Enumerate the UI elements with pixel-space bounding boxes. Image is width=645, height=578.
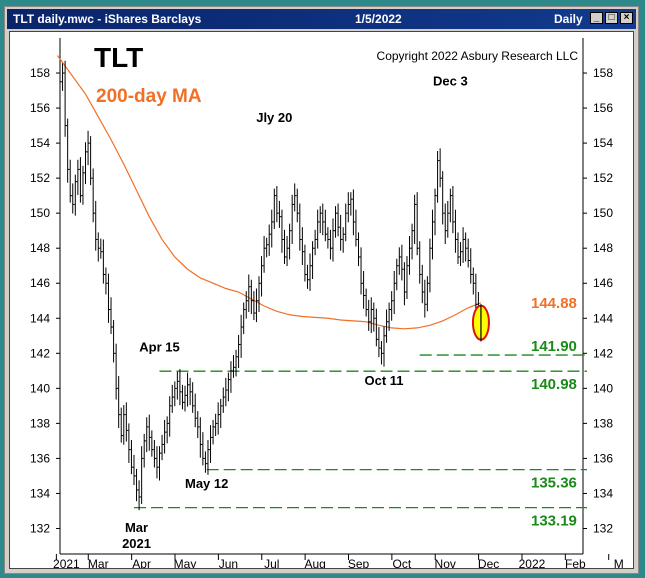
y-tick-label-left: 144 (30, 311, 50, 325)
y-tick-label-right: 152 (593, 171, 613, 185)
x-tick-label: Jun (219, 557, 238, 568)
x-tick-label: Oct (393, 557, 412, 568)
y-tick-label-left: 152 (30, 171, 50, 185)
close-button[interactable]: × (620, 12, 633, 24)
y-tick-label-left: 154 (30, 136, 50, 150)
chart-copyright: Copyright 2022 Asbury Research LLC (377, 49, 579, 63)
y-tick-label-left: 142 (30, 346, 50, 360)
y-tick-label-right: 146 (593, 276, 613, 290)
y-tick-label-left: 150 (30, 206, 50, 220)
y-tick-label-left: 146 (30, 276, 50, 290)
annotation-label: Jly 20 (256, 110, 292, 125)
support-label: 140.98 (531, 376, 577, 393)
y-tick-label-left: 136 (30, 451, 50, 465)
y-tick-label-right: 140 (593, 381, 613, 395)
annotation-label: Apr 15 (139, 340, 179, 355)
y-tick-label-right: 156 (593, 101, 613, 115)
y-tick-label-left: 148 (30, 241, 50, 255)
support-label: 133.19 (531, 513, 577, 530)
chart-title: TLT (94, 42, 143, 73)
y-tick-label-right: 142 (593, 346, 613, 360)
y-tick-label-left: 158 (30, 66, 50, 80)
title-bar[interactable]: TLT daily.mwc - iShares Barclays 1/5/202… (7, 9, 636, 29)
annotation-label: Dec 3 (433, 73, 468, 88)
annotation-label: 2021 (122, 536, 151, 551)
y-tick-label-right: 132 (593, 521, 613, 535)
y-tick-label-left: 134 (30, 486, 50, 500)
y-tick-label-left: 132 (30, 521, 50, 535)
y-tick-label-left: 156 (30, 101, 50, 115)
chart-area[interactable]: 132 132 134 134 136 136 138 138 140 140 142 142 144 1… (9, 31, 634, 571)
x-tick-label: Aug (304, 557, 325, 568)
y-tick-label-right: 134 (593, 486, 613, 500)
y-tick-label-left: 140 (30, 381, 50, 395)
minimize-button[interactable]: _ (590, 12, 603, 24)
support-label: 141.90 (531, 338, 577, 355)
y-tick-label-right: 158 (593, 66, 613, 80)
x-tick-label: May (174, 557, 197, 568)
y-tick-label-right: 150 (593, 206, 613, 220)
support-label: 135.36 (531, 475, 577, 492)
x-tick-label: M (614, 557, 624, 568)
x-tick-label: Mar (88, 557, 109, 568)
y-tick-label-left: 138 (30, 416, 50, 430)
y-tick-label-right: 138 (593, 416, 613, 430)
x-tick-label: Feb (565, 557, 586, 568)
x-tick-label: Jul (264, 557, 279, 568)
x-tick-label: Dec (478, 557, 499, 568)
window-title: TLT daily.mwc - iShares Barclays (13, 12, 202, 26)
annotation-label: Mar (125, 520, 148, 535)
x-tick-label: Nov (435, 557, 456, 568)
y-tick-label-right: 144 (593, 311, 613, 325)
ma-value-label: 144.88 (531, 295, 577, 312)
price-chart[interactable]: 132 132 134 134 136 136 138 138 140 140 142 142 144 1… (10, 32, 633, 571)
x-tick-label: 2022 (519, 557, 546, 568)
maximize-button[interactable]: □ (605, 12, 618, 24)
annotation-label: May 12 (185, 476, 228, 491)
annotation-label: Oct 11 (364, 373, 403, 388)
x-tick-label: Sep (348, 557, 370, 568)
chart-window: TLT daily.mwc - iShares Barclays 1/5/202… (4, 6, 639, 574)
y-tick-label-right: 136 (593, 451, 613, 465)
ma-line (56, 55, 482, 330)
y-tick-label-right: 154 (593, 136, 613, 150)
chart-subtitle: 200-day MA (96, 86, 202, 107)
y-tick-label-right: 148 (593, 241, 613, 255)
chart-date: 1/5/2022 (355, 12, 402, 26)
x-tick-label: 2021 (53, 557, 80, 568)
x-tick-label: Apr (132, 557, 151, 568)
chart-period: Daily (554, 12, 583, 26)
